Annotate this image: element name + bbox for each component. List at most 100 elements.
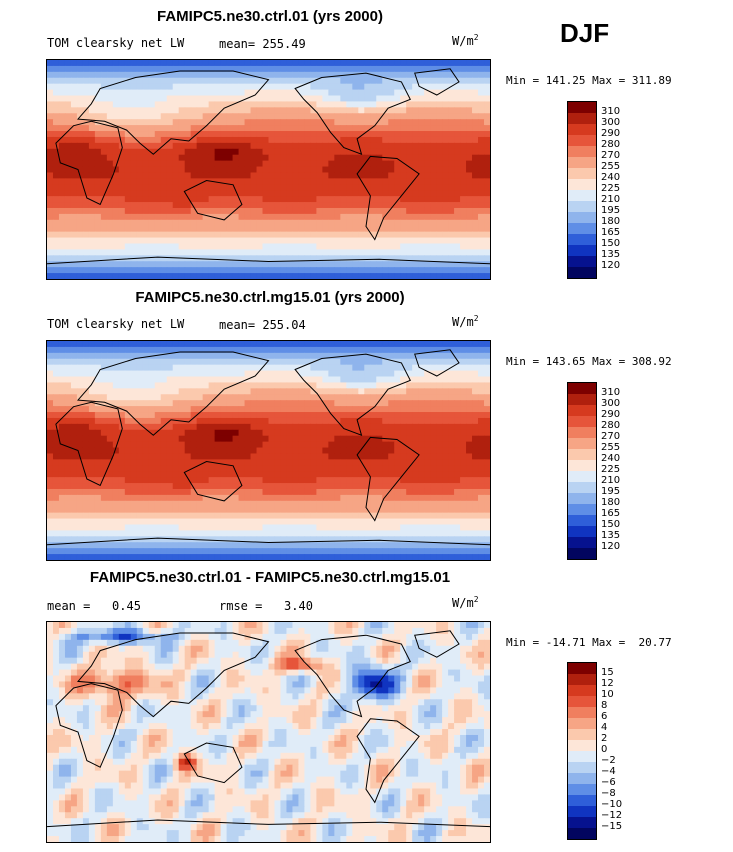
map-cell [400,376,407,384]
map-cell [436,213,443,221]
map-cell [148,225,156,233]
map-cell [370,119,377,126]
map-cell [160,273,168,279]
map-cell [82,471,90,478]
map-cell [172,213,180,221]
map-cell [274,125,282,132]
map-cell [250,500,258,508]
map-cell [364,119,371,126]
map-cell [70,125,78,132]
map-cell [376,196,383,203]
map-cell [322,131,329,138]
map-cell [370,95,377,103]
map-cell [154,358,162,366]
map-cell [196,417,204,425]
map-cell [106,166,114,174]
map-cell [394,364,401,372]
map-cell [106,382,114,389]
map-cell [100,382,108,389]
map-cell [106,190,114,197]
map-cell [412,65,419,73]
map-cell [460,346,467,354]
map-cell [394,225,401,233]
map-cell [250,154,258,162]
map-cell [196,184,204,191]
map-cell [214,261,222,268]
map-cell [280,429,288,437]
map-cell [82,506,90,514]
map-cell [106,352,114,360]
map-cell [286,267,294,274]
map-cell [310,243,317,251]
map-cell [82,341,90,348]
map-cell [340,202,347,209]
map-cell [484,225,490,233]
map-cell [310,202,317,209]
map-cell [262,358,270,366]
map-cell [118,249,126,256]
map-cell [430,388,437,395]
map-cell [52,89,60,97]
map-cell [280,148,288,156]
map-cell [442,178,449,185]
map-cell [118,370,126,378]
map-cell [484,196,490,203]
map-cell [244,459,252,466]
map-cell [268,382,276,389]
map-cell [232,119,240,126]
map-cell [58,400,66,407]
map-cell [190,131,198,138]
map-cell [244,465,252,472]
map-cell [202,341,210,348]
map-cell [250,417,258,425]
map-cell [322,488,329,496]
map-cell [196,400,204,407]
map-cell [118,255,126,262]
map-cell [472,60,479,67]
map-cell [382,465,389,472]
map-cell [100,358,108,366]
map-cell [238,154,246,162]
map-cell [268,148,276,156]
map-cell [460,388,467,395]
map-cell [352,341,359,348]
map-cell [136,249,144,256]
map-cell [232,506,240,514]
map-cell [220,358,228,366]
map-cell [454,166,461,174]
map-cell [64,400,72,407]
map-cell [136,119,144,126]
map-cell [292,346,300,354]
map-cell [376,231,383,239]
map-cell [232,358,240,366]
map-cell [166,341,174,348]
map-cell [58,172,66,179]
map-cell [232,101,240,108]
map-cell [280,341,288,348]
map-cell [148,423,156,431]
map-cell [208,119,216,126]
map-cell [412,465,419,472]
map-cell [208,358,216,366]
map-cell [268,60,276,67]
map-cell [340,225,347,233]
colorbar-swatch [568,234,596,245]
map-cell [328,184,335,191]
map-cell [94,471,102,478]
map-cell [172,219,180,227]
map-cell [274,60,282,67]
map-cell [47,119,54,126]
map-cell [382,400,389,407]
map-cell [466,394,473,401]
map-cell [250,376,258,384]
map-cell [328,273,335,279]
map-cell [406,213,413,221]
map-cell [454,131,461,138]
map-cell [82,89,90,97]
map-cell [220,231,228,239]
map-cell [316,119,323,126]
map-cell [418,388,425,395]
map-cell [256,435,264,443]
map-cell [394,154,401,162]
map-cell [352,506,359,514]
